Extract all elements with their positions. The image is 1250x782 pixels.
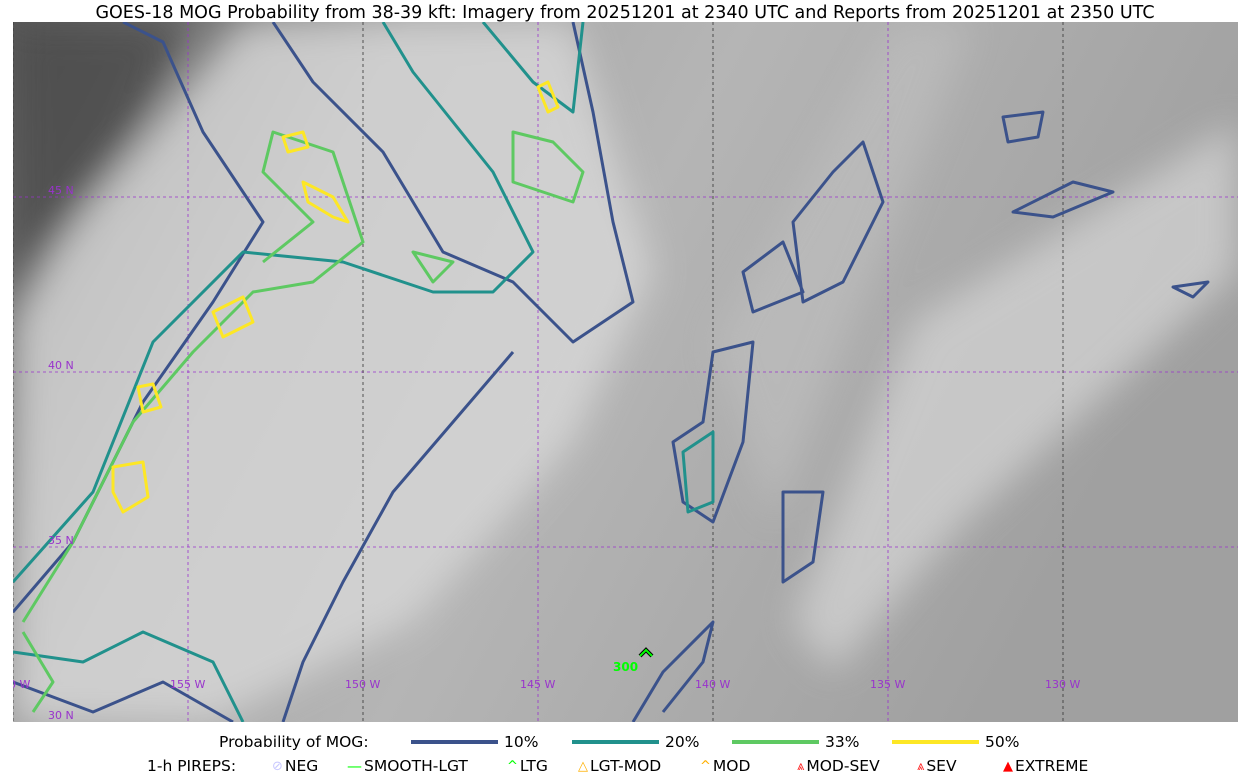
pirep-legend-label: NEG xyxy=(284,757,319,775)
longitude-label: 145 W xyxy=(520,678,555,691)
legend-item-33: 33% xyxy=(732,733,859,751)
contour-33pct xyxy=(21,130,585,713)
pirep-ltg-marker: 300 xyxy=(613,647,654,674)
pirep-legend-item: ^ LTG xyxy=(507,757,548,775)
pirep-legend-item: ⩓ SEV xyxy=(917,757,957,775)
contour-10pct xyxy=(631,110,1210,722)
longitude-label: 155 W xyxy=(170,678,205,691)
mog-legend-title: Probability of MOG: xyxy=(219,733,369,751)
contour-50pct xyxy=(111,80,560,514)
legend-item-10: 10% xyxy=(411,733,538,751)
longitude-label: 150 W xyxy=(345,678,380,691)
pirep-legend-label: MOD-SEV xyxy=(806,757,880,775)
lat-lon-grid xyxy=(13,22,1238,722)
pirep-legend-label: EXTREME xyxy=(1015,757,1089,775)
pirep-legend-item: ^ MOD xyxy=(700,757,750,775)
legend-label: 10% xyxy=(504,733,539,751)
contour-10pct xyxy=(13,22,635,722)
pirep-legend-label: LGT-MOD xyxy=(590,757,662,775)
pirep-legend-item: ▲ EXTREME xyxy=(1003,757,1088,775)
pirep-legend-item: ⩓ MOD-SEV xyxy=(797,757,880,775)
legend-item-50: 50% xyxy=(892,733,1019,751)
latitude-label: 35 N xyxy=(48,534,74,547)
pirep-legend-item: △ LGT-MOD xyxy=(578,757,661,775)
pirep-legend-label: SEV xyxy=(926,757,957,775)
legend-swatch xyxy=(411,740,498,744)
legend-swatch xyxy=(732,740,819,744)
mod-sev-icon: ⩓ xyxy=(797,758,805,774)
satellite-map: 45 N 40 N 35 N 30 N 160 W 155 W 150 W 145 W 140 … xyxy=(13,22,1238,722)
latitude-label: 40 N xyxy=(48,359,74,372)
pirep-legend-label: SMOOTH-LGT xyxy=(364,757,468,775)
ltg-caret-icon: ^ xyxy=(507,758,518,774)
extreme-icon: ▲ xyxy=(1003,758,1013,774)
pirep-legend-item: ⊘ NEG xyxy=(272,757,318,775)
pirep-legend-label: LTG xyxy=(519,757,548,775)
chart-title: GOES-18 MOG Probability from 38-39 kft: … xyxy=(95,3,1155,23)
lgt-mod-icon: △ xyxy=(578,758,588,774)
longitude-label: 140 W xyxy=(695,678,730,691)
longitude-label: 130 W xyxy=(1045,678,1080,691)
pirep-legend-item: — SMOOTH-LGT xyxy=(347,757,468,775)
pirep-legend-title: 1-h PIREPS: xyxy=(147,757,237,775)
mod-caret-icon: ^ xyxy=(700,758,711,774)
legend-label: 50% xyxy=(985,733,1020,751)
neg-icon: ⊘ xyxy=(272,758,283,774)
pirep-altitude: 300 xyxy=(613,660,638,674)
legend-label: 33% xyxy=(825,733,860,751)
legend-swatch xyxy=(572,740,659,744)
longitude-label: 160 W xyxy=(13,678,30,691)
smooth-lgt-line-icon: — xyxy=(347,757,362,775)
latitude-label: 45 N xyxy=(48,184,74,197)
contour-20pct xyxy=(13,22,715,722)
legend-label: 20% xyxy=(665,733,700,751)
legend-item-20: 20% xyxy=(572,733,699,751)
pirep-legend-label: MOD xyxy=(712,757,751,775)
longitude-label: 135 W xyxy=(870,678,905,691)
sev-icon: ⩓ xyxy=(917,758,925,774)
legend-swatch xyxy=(892,740,979,744)
latitude-label: 30 N xyxy=(48,709,74,722)
